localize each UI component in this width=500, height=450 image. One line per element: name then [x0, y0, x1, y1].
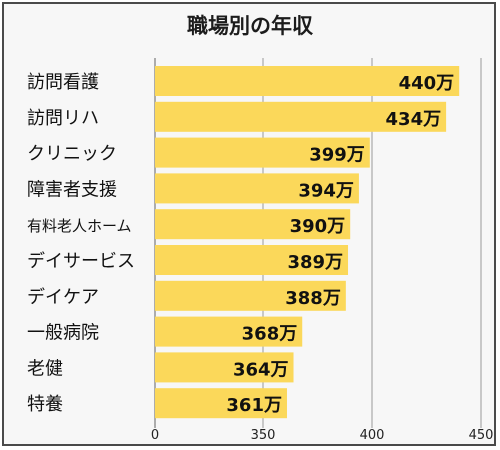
bars — [155, 66, 460, 419]
x-axis-ticks: 0 350 400 450 — [151, 428, 494, 443]
value-label-6: 389万 — [287, 252, 343, 273]
bar-6 — [155, 245, 349, 275]
category-label-2: 訪問リハ — [27, 108, 99, 129]
value-label-8: 368万 — [242, 324, 298, 345]
x-tick-label-450: 450 — [469, 428, 494, 443]
bar-2 — [155, 101, 447, 132]
value-label-9: 364万 — [233, 359, 289, 380]
bar-8 — [155, 316, 303, 347]
value-label-7: 388万 — [285, 288, 341, 309]
category-label-7: デイケア — [27, 287, 99, 308]
category-label-3: クリニック — [27, 144, 117, 165]
bar-4 — [155, 173, 359, 204]
value-labels: 440万 434万 399万 394万 390万 389万 388万 368万 364万 361万 — [226, 73, 454, 416]
value-label-2: 434万 — [386, 109, 442, 130]
value-label-4: 394万 — [298, 180, 354, 201]
bar-7 — [155, 280, 346, 311]
category-label-4: 障害者支援 — [27, 179, 117, 200]
category-label-10: 特養 — [27, 394, 63, 415]
x-tick-label-350: 350 — [251, 428, 276, 443]
value-label-5: 390万 — [290, 216, 346, 237]
value-label-10: 361万 — [226, 395, 282, 416]
value-label-1: 440万 — [399, 73, 455, 94]
category-label-9: 老健 — [27, 358, 63, 379]
bar-9 — [155, 352, 294, 383]
bar-5 — [155, 209, 351, 240]
x-tick-label-400: 400 — [360, 428, 385, 443]
bar-10 — [155, 388, 287, 419]
bar-1 — [155, 66, 460, 96]
chart-title: 職場別の年収 — [187, 14, 314, 38]
bar-3 — [155, 137, 370, 168]
category-label-1: 訪問看護 — [27, 72, 99, 93]
category-labels: 訪問看護訪問リハクリニック障害者支援有料老人ホームデイサービスデイケア一般病院老… — [27, 72, 135, 415]
category-label-5: 有料老人ホーム — [27, 217, 132, 235]
x-tick-label-0: 0 — [151, 428, 159, 443]
category-label-6: デイサービス — [27, 251, 135, 272]
value-label-3: 399万 — [309, 145, 365, 166]
category-label-8: 一般病院 — [27, 323, 99, 344]
